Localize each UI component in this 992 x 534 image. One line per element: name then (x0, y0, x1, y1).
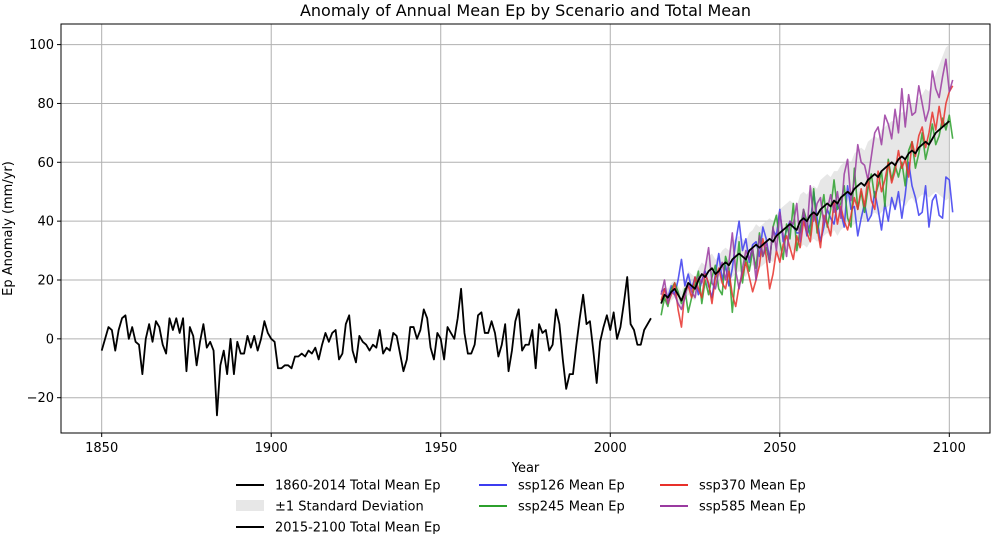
x-tick-label: 1850 (85, 441, 118, 456)
plot-frame (60, 23, 991, 434)
ssp585-line (660, 58, 954, 311)
y-tick-label: 80 (37, 97, 54, 112)
legend-label: ssp245 Mean Ep (518, 500, 625, 515)
legend-label: 1860-2014 Total Mean Ep (275, 479, 441, 494)
x-tick-label: 2000 (594, 441, 627, 456)
y-tick-label: 0 (46, 332, 54, 347)
x-axis-title: Year (511, 461, 540, 476)
legend-item-ssp585: ssp585 Mean Ep (660, 500, 806, 515)
y-tick-label: 100 (29, 38, 54, 53)
legend-item-future_mean: 2015-2100 Total Mean Ep (236, 521, 441, 534)
legend-item-ssp245: ssp245 Mean Ep (479, 500, 625, 515)
x-tick-label: 2050 (763, 441, 796, 456)
y-tick-label: 20 (37, 273, 54, 288)
series-layer (100, 58, 954, 417)
y-axis-title: Ep Anomaly (mm/yr) (1, 161, 16, 296)
legend-label: ssp370 Mean Ep (699, 479, 806, 494)
legend: 1860-2014 Total Mean Ep ±1 Standard Devia… (236, 479, 806, 534)
legend-label: ±1 Standard Deviation (275, 500, 424, 515)
y-tick-label: 60 (37, 156, 54, 171)
ticks: 1850 1900 1950 2000 2050 2100 −20 0 20 40 60 80 100 (27, 38, 966, 456)
historical-mean-line (100, 276, 652, 417)
x-tick-label: 2100 (933, 441, 966, 456)
legend-item-ssp126: ssp126 Mean Ep (479, 479, 625, 494)
legend-label: ssp126 Mean Ep (518, 479, 625, 494)
legend-item-band: ±1 Standard Deviation (236, 500, 424, 515)
legend-item-historical: 1860-2014 Total Mean Ep (236, 479, 441, 494)
future-mean-line (660, 120, 950, 304)
y-tick-label: 40 (37, 215, 54, 230)
legend-swatch (236, 500, 264, 511)
x-tick-label: 1900 (255, 441, 288, 456)
x-tick-label: 1950 (424, 441, 457, 456)
legend-label: ssp585 Mean Ep (699, 500, 806, 515)
legend-label: 2015-2100 Total Mean Ep (275, 521, 441, 534)
y-tick-label: −20 (27, 391, 54, 406)
legend-item-ssp370: ssp370 Mean Ep (660, 479, 806, 494)
chart-title: Anomaly of Annual Mean Ep by Scenario an… (300, 1, 751, 20)
